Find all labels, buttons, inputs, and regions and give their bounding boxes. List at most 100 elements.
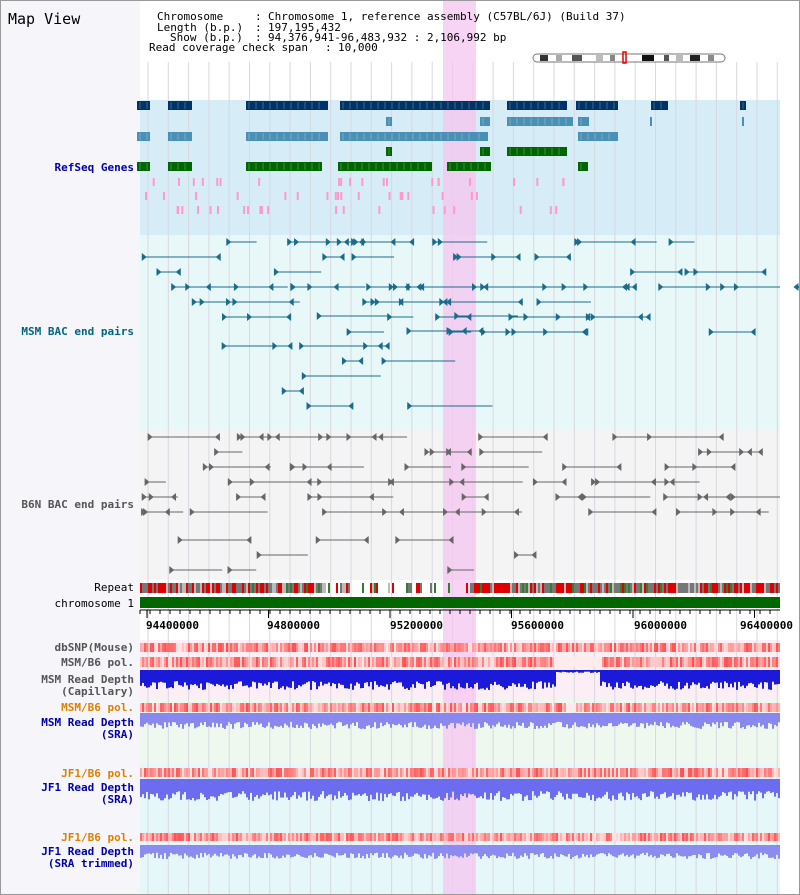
repeat-mark [558, 583, 560, 593]
pol-mark [248, 703, 250, 712]
depth-bar [426, 670, 428, 683]
pol-mark [548, 643, 550, 652]
depth-bar [758, 845, 760, 859]
pol-mark [540, 833, 542, 841]
bac-end [260, 493, 266, 501]
depth-bar [480, 670, 482, 689]
pol-mark [600, 833, 602, 841]
refseq-tick [259, 206, 262, 214]
bac-end [693, 268, 699, 276]
depth-bar [140, 779, 142, 797]
pol-mark [748, 703, 750, 712]
repeat-mark [594, 583, 596, 593]
bac-end [630, 238, 636, 246]
depth-bar [202, 713, 204, 725]
pol-mark [750, 643, 752, 652]
depth-bar [168, 779, 170, 800]
pol-mark [654, 768, 656, 777]
pol-mark [474, 768, 476, 777]
pol-mark [726, 657, 728, 667]
depth-bar [564, 779, 566, 800]
pol-mark [196, 703, 198, 712]
pol-mark [150, 643, 152, 652]
depth-bar [312, 845, 314, 858]
pol-mark [684, 768, 686, 777]
pol-mark [302, 703, 304, 712]
depth-bar [658, 845, 660, 858]
depth-bar [682, 845, 684, 857]
depth-bar [770, 670, 772, 690]
depth-bar [674, 845, 676, 858]
depth-bar [272, 845, 274, 858]
repeat-mark [408, 583, 410, 593]
depth-bar [672, 845, 674, 858]
bac-end [479, 448, 485, 456]
depth-bar [616, 845, 618, 858]
pol-mark [570, 643, 572, 652]
repeat-mark [214, 583, 216, 593]
pol-mark [326, 643, 328, 652]
depth-bar [248, 845, 250, 857]
pol-mark [344, 703, 346, 712]
depth-bar [276, 713, 278, 727]
track-label-msm-bac[interactable]: MSM BAC end pairs [21, 325, 134, 338]
pol-mark [324, 833, 326, 841]
pol-mark [240, 703, 242, 712]
pol-mark [622, 768, 624, 777]
depth-bar [148, 713, 150, 725]
repeat-mark [522, 583, 524, 593]
depth-bar [468, 670, 470, 689]
track-label-b6n-bac[interactable]: B6N BAC end pairs [21, 498, 134, 511]
pol-mark [508, 657, 510, 667]
pol-mark [270, 657, 272, 667]
depth-bar [606, 670, 608, 688]
repeat-mark [566, 583, 568, 593]
depth-bar [702, 713, 704, 727]
depth-bar [246, 779, 248, 798]
depth-bar [500, 713, 502, 727]
pol-mark [290, 643, 292, 652]
pol-mark [176, 657, 178, 667]
pol-mark [432, 768, 434, 777]
depth-bar [384, 713, 386, 725]
depth-bar [276, 779, 278, 801]
depth-bar [654, 779, 656, 799]
pol-mark [738, 768, 740, 777]
depth-bar [364, 670, 366, 683]
bac-end [508, 313, 514, 321]
pol-mark [438, 833, 440, 841]
pol-mark [178, 657, 180, 667]
depth-bar [756, 713, 758, 728]
pol-mark [432, 833, 434, 841]
pol-mark [504, 833, 506, 841]
pol-mark [510, 643, 512, 652]
depth-bar [284, 713, 286, 724]
depth-bar [180, 779, 182, 800]
pol-mark [430, 703, 432, 712]
repeat-mark [290, 583, 292, 593]
pol-mark [502, 643, 504, 652]
pol-mark [236, 703, 238, 712]
pol-mark [284, 643, 286, 652]
pol-mark [762, 703, 764, 712]
pol-mark [342, 643, 344, 652]
depth-bar [734, 779, 736, 795]
depth-bar [258, 845, 260, 857]
pol-mark [306, 657, 308, 667]
depth-bar [728, 845, 730, 858]
depth-bar [324, 713, 326, 725]
repeat-mark [696, 583, 698, 593]
pol-mark [316, 833, 318, 841]
pol-mark [602, 833, 604, 841]
pol-mark [336, 703, 338, 712]
pol-mark [600, 703, 602, 712]
pol-mark [534, 833, 536, 841]
track-label-refseq[interactable]: RefSeq Genes [54, 161, 134, 174]
depth-bar [294, 845, 296, 857]
pol-mark [614, 643, 616, 652]
pol-mark [246, 768, 248, 777]
depth-bar [658, 670, 660, 684]
pol-mark [708, 768, 710, 777]
repeat-mark [182, 583, 184, 593]
